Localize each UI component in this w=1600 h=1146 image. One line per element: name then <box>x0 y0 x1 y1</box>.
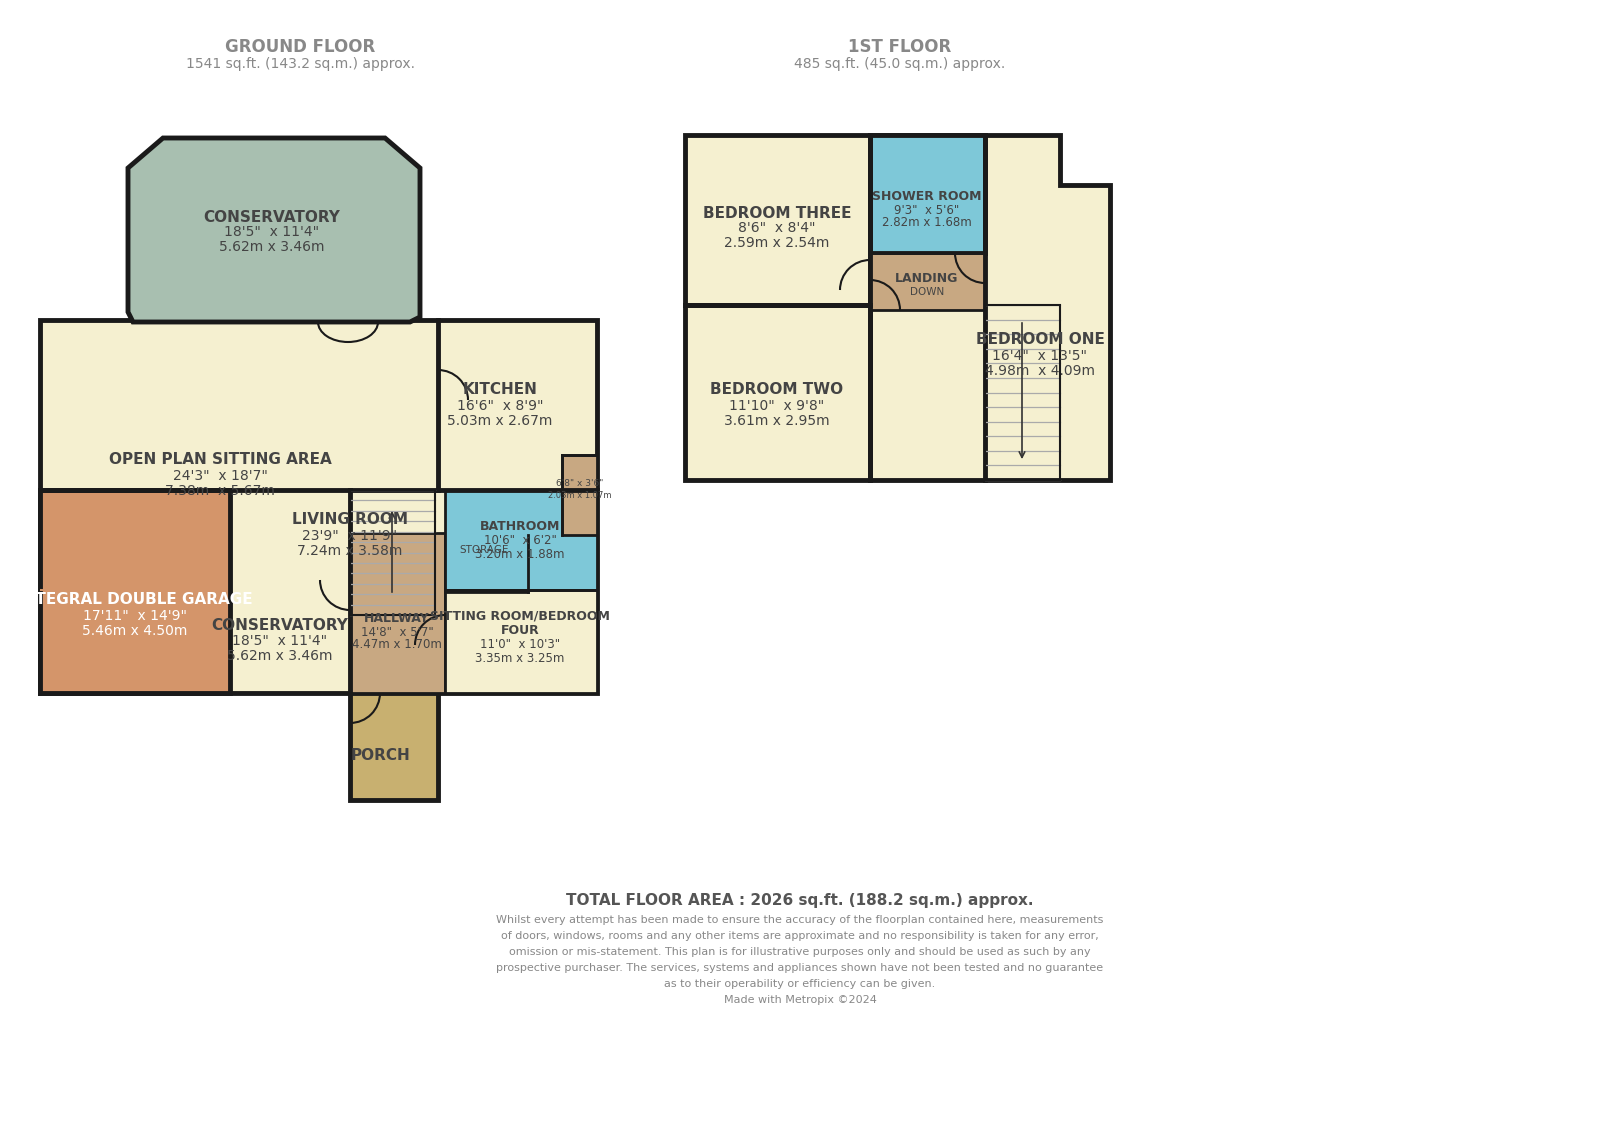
Text: 1541 sq.ft. (143.2 sq.m.) approx.: 1541 sq.ft. (143.2 sq.m.) approx. <box>186 57 414 71</box>
Text: 4.47m x 1.70m: 4.47m x 1.70m <box>352 638 442 651</box>
Text: OPEN PLAN SITTING AREA: OPEN PLAN SITTING AREA <box>109 453 331 468</box>
Bar <box>40 320 597 693</box>
Text: FOUR: FOUR <box>501 623 539 636</box>
Text: PORCH: PORCH <box>350 748 410 763</box>
Text: 5.62m x 3.46m: 5.62m x 3.46m <box>219 240 325 254</box>
Text: 4.98m  x 4.09m: 4.98m x 4.09m <box>986 364 1094 378</box>
Bar <box>350 490 435 615</box>
Text: 11'0"  x 10'3": 11'0" x 10'3" <box>480 637 560 651</box>
Bar <box>445 490 597 590</box>
Text: CONSERVATORY: CONSERVATORY <box>203 210 341 225</box>
Bar <box>350 533 445 693</box>
Text: 18'5"  x 11'4": 18'5" x 11'4" <box>232 634 328 647</box>
Bar <box>685 305 870 480</box>
Bar <box>986 305 1059 480</box>
Text: Made with Metropix ©2024: Made with Metropix ©2024 <box>723 995 877 1005</box>
Bar <box>445 590 597 693</box>
Text: 5.03m x 2.67m: 5.03m x 2.67m <box>448 414 552 427</box>
Text: prospective purchaser. The services, systems and appliances shown have not been : prospective purchaser. The services, sys… <box>496 963 1104 973</box>
Text: CONSERVATORY: CONSERVATORY <box>211 618 349 633</box>
Text: LANDING: LANDING <box>896 272 958 284</box>
Text: BEDROOM THREE: BEDROOM THREE <box>702 205 851 220</box>
Bar <box>870 253 986 311</box>
Bar <box>40 490 230 693</box>
Text: STORAGE: STORAGE <box>459 545 509 555</box>
Text: BATHROOM: BATHROOM <box>480 520 560 534</box>
Text: 7.38m  x 5.67m: 7.38m x 5.67m <box>165 484 275 499</box>
Text: 9'3"  x 5'6": 9'3" x 5'6" <box>894 204 960 217</box>
Text: 16'4"  x 13'5": 16'4" x 13'5" <box>992 350 1088 363</box>
Text: 10'6"  x 6'2": 10'6" x 6'2" <box>483 534 557 548</box>
Text: 11'10"  x 9'8": 11'10" x 9'8" <box>730 399 824 413</box>
Text: 3.61m x 2.95m: 3.61m x 2.95m <box>725 414 830 427</box>
Polygon shape <box>128 138 419 322</box>
Bar <box>562 455 597 535</box>
Text: 1ST FLOOR: 1ST FLOOR <box>848 38 952 56</box>
Text: 6'8" x 3'6": 6'8" x 3'6" <box>557 479 603 488</box>
Text: 16'6"  x 8'9": 16'6" x 8'9" <box>456 399 544 413</box>
Text: 7.24m x 3.58m: 7.24m x 3.58m <box>298 544 403 558</box>
Text: 23'9"  x 11'9": 23'9" x 11'9" <box>302 529 397 543</box>
Text: 2.82m x 1.68m: 2.82m x 1.68m <box>882 217 971 229</box>
Text: 14'8"  x 5'7": 14'8" x 5'7" <box>360 626 434 638</box>
Text: BEDROOM ONE: BEDROOM ONE <box>976 332 1104 347</box>
Text: 2.59m x 2.54m: 2.59m x 2.54m <box>725 236 830 250</box>
Text: 5.46m x 4.50m: 5.46m x 4.50m <box>82 625 187 638</box>
Text: BEDROOM TWO: BEDROOM TWO <box>710 383 843 398</box>
Bar <box>685 135 870 305</box>
Text: HALLWAY: HALLWAY <box>365 612 430 625</box>
Bar <box>870 135 986 253</box>
Text: 8'6"  x 8'4": 8'6" x 8'4" <box>738 221 816 235</box>
Text: DOWN: DOWN <box>910 286 944 297</box>
Text: 5.62m x 3.46m: 5.62m x 3.46m <box>227 649 333 664</box>
Text: 24'3"  x 18'7": 24'3" x 18'7" <box>173 469 267 482</box>
Text: KITCHEN: KITCHEN <box>462 383 538 398</box>
Polygon shape <box>870 135 1110 480</box>
Text: omission or mis-statement. This plan is for illustrative purposes only and shoul: omission or mis-statement. This plan is … <box>509 947 1091 957</box>
Text: Whilst every attempt has been made to ensure the accuracy of the floorplan conta: Whilst every attempt has been made to en… <box>496 915 1104 925</box>
Text: of doors, windows, rooms and any other items are approximate and no responsibili: of doors, windows, rooms and any other i… <box>501 931 1099 941</box>
Bar <box>445 535 528 592</box>
Text: 2.03m x 1.07m: 2.03m x 1.07m <box>549 490 611 500</box>
Text: as to their operability or efficiency can be given.: as to their operability or efficiency ca… <box>664 979 936 989</box>
Text: TOTAL FLOOR AREA : 2026 sq.ft. (188.2 sq.m.) approx.: TOTAL FLOOR AREA : 2026 sq.ft. (188.2 sq… <box>566 893 1034 908</box>
Text: SHOWER ROOM: SHOWER ROOM <box>872 189 982 203</box>
Bar <box>350 693 438 800</box>
Text: 3.35m x 3.25m: 3.35m x 3.25m <box>475 651 565 665</box>
Text: 17'11"  x 14'9": 17'11" x 14'9" <box>83 609 187 623</box>
Text: 3.20m x 1.88m: 3.20m x 1.88m <box>475 548 565 560</box>
Text: INTEGRAL DOUBLE GARAGE: INTEGRAL DOUBLE GARAGE <box>18 592 253 607</box>
Text: 18'5"  x 11'4": 18'5" x 11'4" <box>224 225 320 240</box>
Text: GROUND FLOOR: GROUND FLOOR <box>226 38 374 56</box>
Text: 485 sq.ft. (45.0 sq.m.) approx.: 485 sq.ft. (45.0 sq.m.) approx. <box>794 57 1006 71</box>
Text: SITTING ROOM/BEDROOM: SITTING ROOM/BEDROOM <box>430 610 610 622</box>
Text: LIVING ROOM: LIVING ROOM <box>291 512 408 527</box>
